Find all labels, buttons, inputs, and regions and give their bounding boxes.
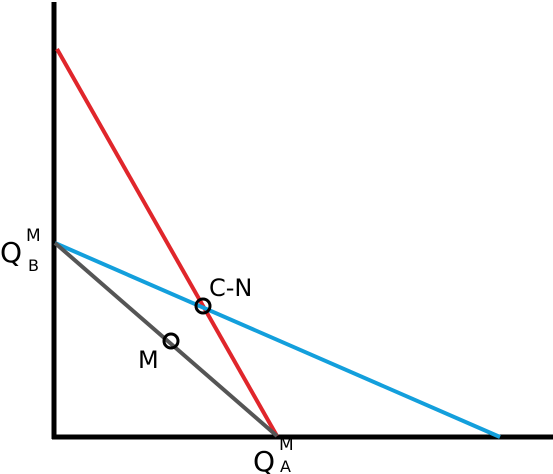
intersection-label: C-N (209, 274, 252, 302)
red-line (55, 48, 279, 437)
y-axis-label-main: Q (0, 236, 22, 269)
y-axis-label-superscript: M (26, 226, 41, 246)
gray-line (53, 241, 279, 438)
blue-line (54, 241, 501, 439)
x-axis-label-main: Q (253, 445, 275, 474)
x-axis-label-subscript: A (280, 457, 291, 474)
x-axis-label-superscript: M (279, 435, 294, 455)
intersection-marker (194, 297, 212, 315)
point-m-label: M (138, 346, 159, 374)
y-axis-label-subscript: B (28, 256, 39, 275)
point-m-marker (162, 332, 180, 350)
